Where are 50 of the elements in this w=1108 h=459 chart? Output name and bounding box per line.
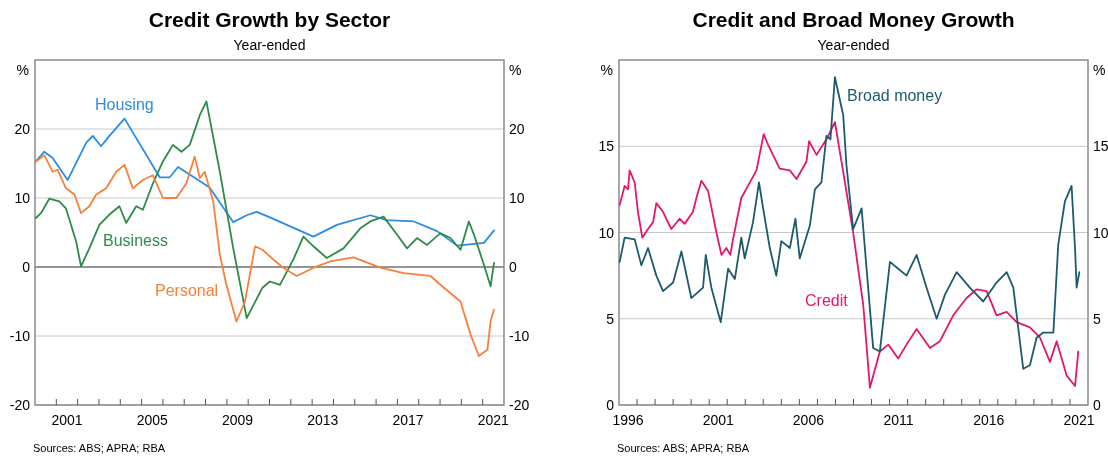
y2-tick-label: 15	[1093, 138, 1108, 155]
y2-axis-title: %	[1093, 62, 1106, 78]
y2-tick-label: -20	[509, 397, 530, 413]
line-series	[34, 117, 495, 247]
y-tick-label: 10	[598, 224, 615, 241]
chart-title: Credit Growth by Sector	[148, 8, 391, 31]
source-note: Sources: ABS; APRA; RBA	[617, 442, 750, 454]
x-tick-label: 2013	[307, 412, 339, 428]
y2-tick-label: -10	[509, 328, 530, 344]
y2-tick-label: 10	[1093, 224, 1108, 241]
y2-tick-label: 0	[1093, 397, 1101, 413]
y-tick-label: -10	[9, 328, 31, 344]
x-tick-label: 2021	[1063, 412, 1095, 428]
y-axis-title: %	[16, 62, 29, 78]
series-label: Personal	[155, 282, 219, 299]
x-tick-label: 2006	[792, 412, 825, 428]
x-tick-label: 2009	[221, 412, 254, 428]
x-tick-label: 2017	[392, 412, 424, 428]
y2-tick-label: 10	[509, 190, 525, 206]
y-tick-label: 5	[606, 310, 615, 327]
y-tick-label: 0	[606, 397, 615, 413]
y2-tick-label: 0	[509, 259, 517, 275]
source-note: Sources: ABS; APRA; RBA	[33, 442, 166, 454]
x-tick-label: 2016	[973, 412, 1005, 428]
y-tick-label: -20	[9, 397, 31, 413]
x-tick-label: 2001	[702, 412, 734, 428]
chart-title: Credit and Broad Money Growth	[692, 8, 1015, 31]
line-series	[618, 121, 1080, 389]
y-axis-title: %	[600, 62, 613, 78]
y-tick-label: 15	[598, 138, 615, 155]
series-label: Broad money	[847, 87, 943, 104]
series-label: Business	[103, 232, 168, 249]
line-series	[34, 100, 495, 319]
y-tick-label: 20	[14, 121, 31, 137]
x-tick-label: 2005	[136, 412, 169, 428]
y2-tick-label: 5	[1093, 310, 1101, 327]
chart-subtitle: Year-ended	[817, 37, 890, 53]
y-tick-label: 10	[14, 190, 31, 206]
y2-tick-label: 20	[509, 121, 525, 137]
line-series	[618, 76, 1081, 370]
x-tick-label: 2011	[883, 412, 914, 428]
x-tick-label: 2001	[51, 412, 83, 428]
line-series	[34, 154, 495, 357]
series-label: Credit	[805, 292, 849, 309]
x-tick-label: 1996	[612, 412, 644, 428]
chart-subtitle: Year-ended	[233, 37, 306, 53]
x-tick-label: 2021	[477, 412, 510, 428]
y-tick-label: 0	[22, 259, 31, 275]
y2-axis-title: %	[509, 62, 522, 78]
series-label: Housing	[95, 96, 154, 113]
